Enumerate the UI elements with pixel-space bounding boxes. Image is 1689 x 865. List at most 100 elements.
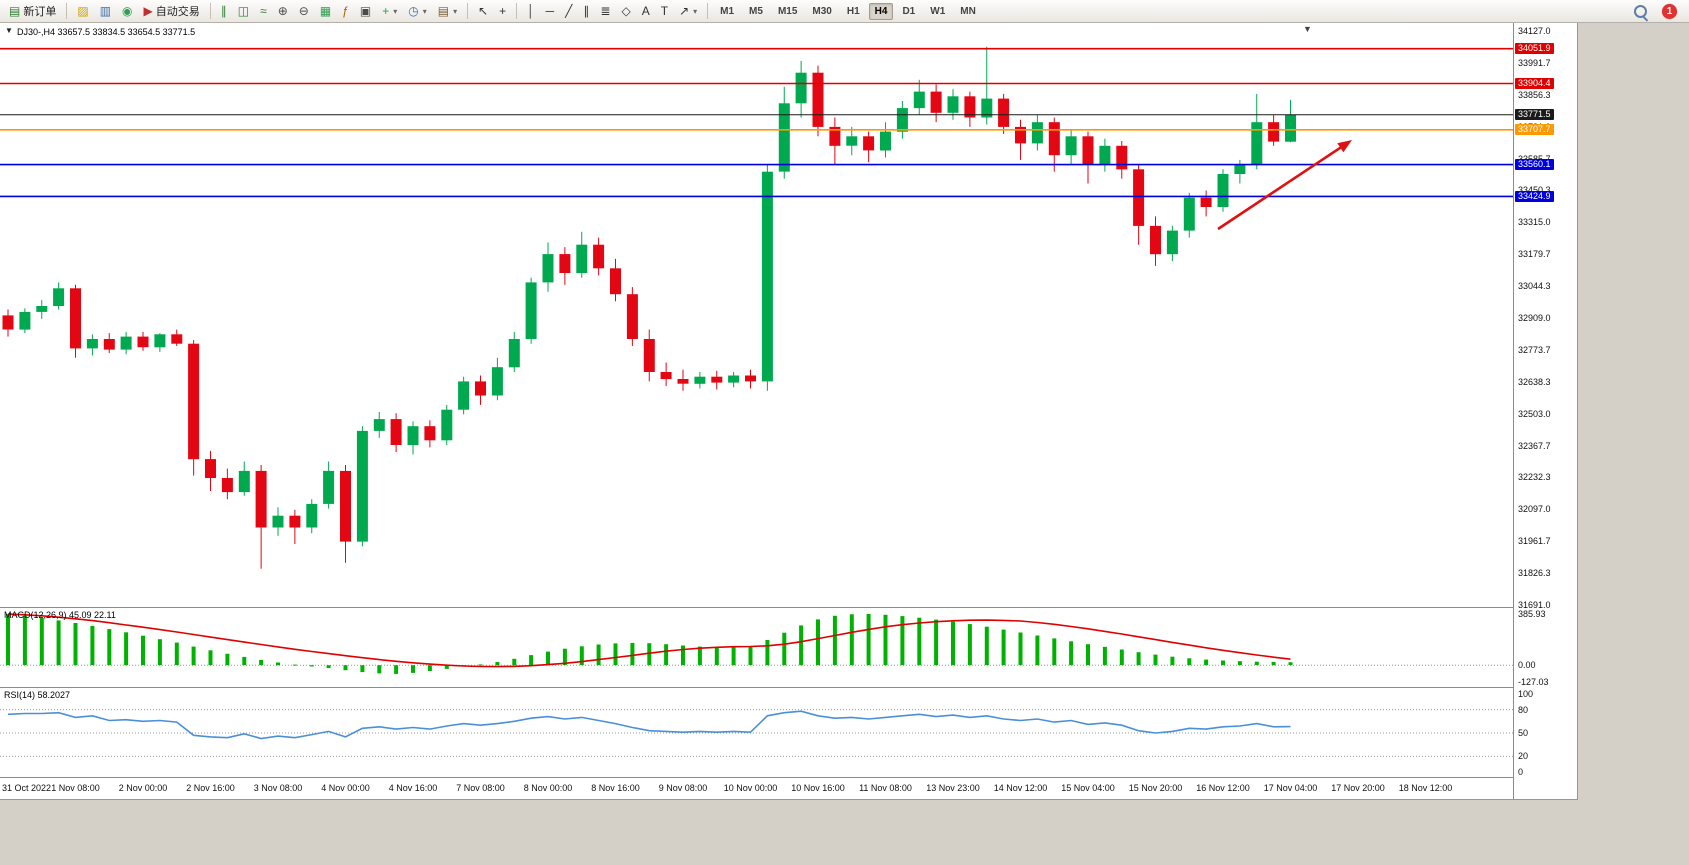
notification-badge[interactable]: 1: [1662, 3, 1677, 19]
time-label: 3 Nov 08:00: [253, 783, 303, 793]
macd-bar: [427, 665, 432, 671]
candle-body: [1150, 225, 1161, 255]
alerts-icon: ◉: [122, 3, 133, 18]
trendline-button[interactable]: ╱: [560, 1, 577, 22]
text-button[interactable]: A: [637, 1, 655, 22]
panel-separator[interactable]: [0, 607, 1577, 608]
toolbar-separator: [467, 3, 469, 19]
time-label: 10 Nov 16:00: [791, 783, 845, 793]
plus-icon: +: [382, 3, 390, 18]
macd-bar: [225, 653, 230, 666]
candle-body: [19, 311, 31, 330]
new-order-button-label: 新订单: [23, 6, 57, 18]
time-label: 16 Nov 12:00: [1196, 783, 1250, 793]
time-label: 10 Nov 00:00: [723, 783, 778, 793]
profiles-button[interactable]: ▥: [95, 1, 116, 22]
rsi-panel[interactable]: [0, 688, 1513, 778]
time-label: 1 Nov 08:00: [51, 783, 100, 793]
periods-dropdown[interactable]: ◷ ▾: [403, 1, 432, 22]
search-button[interactable]: [1629, 1, 1652, 22]
line-chart-button[interactable]: ≈: [255, 1, 272, 22]
crosshair-button[interactable]: +: [494, 1, 511, 22]
level-price-chip: 34051.9: [1515, 43, 1554, 55]
price-label: 32909.0: [1518, 313, 1551, 323]
rsi-line: [7, 710, 1291, 740]
macd-bar: [1035, 635, 1040, 666]
macd-bar: [917, 617, 922, 666]
price-label: 31961.7: [1518, 536, 1551, 547]
grid-button[interactable]: ▦: [315, 1, 336, 22]
macd-bar: [1254, 661, 1259, 666]
candle-body: [441, 409, 453, 441]
vertical-line-button[interactable]: │: [522, 1, 540, 22]
timeframe-mn-button[interactable]: MN: [960, 5, 976, 17]
horizontal-line-button[interactable]: ─: [541, 1, 560, 22]
autotrading-button[interactable]: ▶ 自动交易: [139, 1, 205, 22]
candle-body: [289, 515, 301, 528]
timeframe-h4-button[interactable]: H4: [868, 2, 894, 20]
macd-bar: [360, 665, 365, 673]
candle-body: [846, 136, 858, 146]
trend-arrow[interactable]: [1217, 143, 1347, 231]
autotrading-button-label: 自动交易: [155, 6, 200, 18]
prof iles-icon: ▥: [99, 3, 112, 18]
shapes-button[interactable]: ◇: [616, 1, 635, 22]
tile-windows-button[interactable]: ▣: [355, 1, 376, 22]
panel-separator[interactable]: [0, 687, 1577, 688]
cursor-button[interactable]: ↖: [473, 1, 493, 22]
candle-body: [255, 470, 267, 528]
time-label: 2 Nov 00:00: [118, 783, 168, 793]
charts-button[interactable]: ▨: [72, 1, 93, 22]
add-indicator-dropdown[interactable]: + ▾: [377, 1, 402, 22]
rsi-scale-label: 100: [1518, 689, 1534, 699]
channel-button[interactable]: ∥: [578, 1, 594, 22]
candle-body: [424, 426, 436, 441]
arrows-dropdown[interactable]: ↗ ▾: [674, 1, 702, 22]
macd-bar: [832, 615, 837, 666]
bar-chart-button[interactable]: ∥: [216, 1, 232, 22]
time-axis[interactable]: 31 Oct 2022 1 Nov 08:00 2 Nov 00:00 2 Nov 1…: [0, 778, 1513, 799]
candle-body: [1133, 169, 1145, 226]
macd-bar: [1288, 662, 1293, 666]
candle-body: [53, 288, 65, 306]
candle-body: [576, 244, 588, 273]
price-chart[interactable]: [0, 23, 1513, 608]
macd-bar: [107, 629, 112, 666]
macd-bar: [394, 665, 399, 674]
alerts-button[interactable]: ◉: [117, 1, 137, 22]
candle-body: [272, 515, 284, 528]
zoom-out-button[interactable]: ⊖: [294, 1, 314, 22]
macd-panel[interactable]: [0, 608, 1513, 688]
macd-bar: [765, 640, 770, 666]
timeframe-m30-button[interactable]: M30: [812, 5, 832, 17]
timeframe-h1-button[interactable]: H1: [846, 5, 860, 17]
macd-bar: [731, 646, 736, 666]
fibonacci-button[interactable]: ≣: [595, 1, 615, 22]
indicators-button[interactable]: ƒ: [337, 1, 354, 22]
chart-shift-marker[interactable]: ▼: [1303, 24, 1312, 34]
macd-bar: [529, 655, 534, 666]
text-label-button[interactable]: T: [656, 1, 673, 22]
macd-bar: [22, 615, 27, 666]
candle-body: [778, 103, 790, 172]
timeframe-m1-button[interactable]: M1: [720, 5, 735, 17]
price-scale[interactable]: 34127.033991.733856.333721.033585.733450…: [1513, 23, 1577, 799]
fibonacci-icon: ≣: [600, 3, 611, 18]
templates-dropdown[interactable]: ▤ ▾: [433, 1, 462, 22]
candlestick-chart-button[interactable]: ◫: [233, 1, 254, 22]
candle-body: [745, 375, 756, 382]
candle-body: [188, 343, 200, 460]
price-label: 31691.0: [1518, 600, 1551, 610]
trendline-icon: ╱: [565, 3, 573, 18]
zoom-in-button[interactable]: ⊕: [273, 1, 293, 22]
new-order-button[interactable]: ▤ 新订单: [4, 1, 61, 22]
time-label: 11 Nov 08:00: [859, 783, 912, 793]
timeframe-m5-button[interactable]: M5: [749, 5, 763, 17]
timeframe-m15-button[interactable]: M15: [777, 5, 798, 17]
chevron-down-icon: ▾: [422, 6, 427, 16]
one-click-trading-toggle[interactable]: ▼: [5, 26, 13, 35]
timeframe-d1-button[interactable]: D1: [902, 5, 916, 17]
trend-arrow-head[interactable]: [1337, 140, 1352, 153]
timeframe-w1-button[interactable]: W1: [930, 5, 946, 17]
